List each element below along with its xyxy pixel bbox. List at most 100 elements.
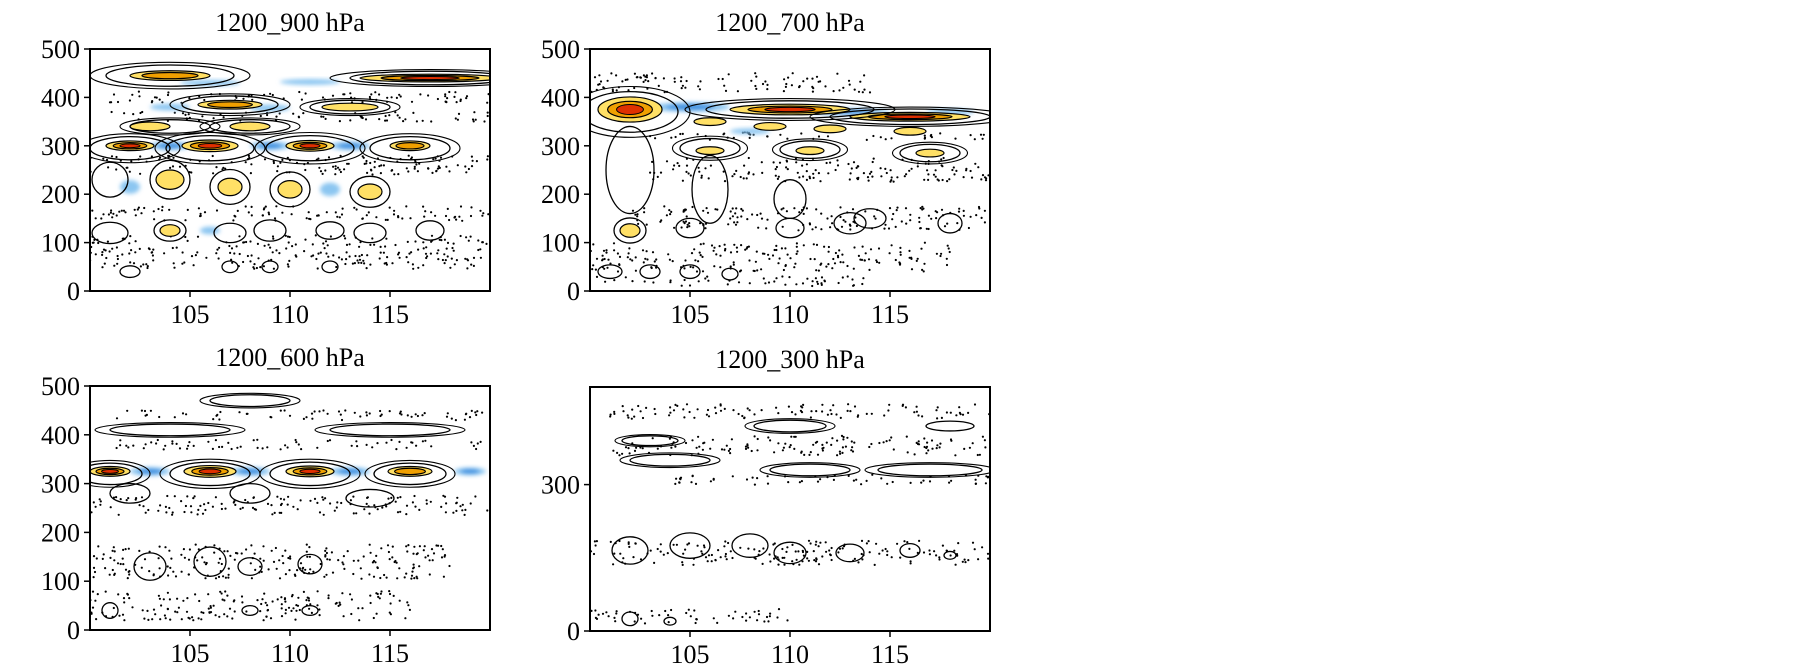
contour-dot (736, 250, 739, 253)
contour-dot (95, 618, 98, 621)
contour-dot (714, 208, 717, 211)
contour-dot (369, 161, 372, 165)
contour-dot (278, 112, 281, 115)
contour-dot (652, 281, 655, 284)
contour-dot (769, 612, 772, 615)
contour-dot (840, 225, 844, 228)
contour-dot (787, 481, 790, 484)
contour-dot (297, 443, 300, 446)
contour-dot (870, 442, 873, 446)
contour-dot (487, 213, 490, 216)
contour-dot (413, 167, 416, 170)
contour-dot (108, 573, 111, 576)
contour-dot (326, 558, 329, 561)
positive-shade (277, 180, 303, 199)
contour-dot (119, 562, 122, 566)
solid-contour (590, 85, 691, 138)
contour-dot (984, 179, 988, 182)
contour-dot (410, 251, 413, 254)
contour-dot (459, 205, 463, 208)
contour-dot (633, 415, 636, 418)
contour-dot (851, 446, 854, 449)
solid-contour (925, 420, 975, 432)
contour-dot (781, 225, 784, 228)
positive-shade (915, 148, 945, 158)
contour-dot (967, 226, 971, 230)
contour-dot (142, 263, 145, 266)
contour-dot (908, 256, 911, 259)
contour-dot (815, 75, 819, 78)
contour-dot (697, 435, 700, 438)
contour-dot (796, 171, 799, 174)
contour-dot (385, 119, 389, 122)
contour-dot (325, 551, 328, 555)
contour-dot (802, 80, 805, 83)
contour-dot (936, 417, 939, 420)
contour-dot (309, 603, 312, 606)
contour-dot (322, 242, 325, 245)
contour-dot (639, 410, 642, 413)
contour-dot (339, 603, 342, 606)
contour-dot (794, 413, 797, 416)
contour-dot (880, 477, 883, 480)
contour-dot (341, 207, 344, 210)
contour-dot (310, 412, 314, 415)
contour-dot (454, 117, 457, 120)
contour-dot (978, 207, 981, 210)
contour-dot (119, 498, 122, 501)
contour-dot (459, 234, 462, 238)
contour-dot (261, 447, 264, 450)
contour-dot (388, 206, 391, 209)
contour-dot (947, 247, 950, 250)
y-tick-label: 300 (541, 471, 580, 500)
contour-dot (697, 166, 700, 169)
contour-dot (440, 556, 444, 559)
contour-dot (252, 496, 255, 499)
contour-dot (469, 214, 473, 218)
dotted-contour-band (91, 205, 490, 222)
contour-dot (814, 543, 817, 546)
contour-dot (800, 480, 804, 483)
contour-dot (109, 556, 112, 560)
contour-dot (746, 407, 749, 410)
contour-dot (870, 412, 873, 415)
contour-dot (794, 550, 797, 553)
contour-dot (92, 501, 95, 504)
contour-dot (343, 234, 346, 237)
contour-dot (180, 500, 183, 503)
contour-dot (789, 444, 792, 447)
contour-dot (890, 179, 893, 182)
contour-dot (784, 283, 787, 286)
contour-dot (863, 74, 866, 77)
contour-dot (601, 258, 604, 261)
contour-dot (927, 178, 930, 181)
contour-dot (701, 255, 704, 258)
contour-dot (969, 169, 972, 173)
contour-dot (949, 411, 952, 414)
contour-dot (766, 482, 770, 485)
contour-dot (653, 260, 656, 263)
contour-dot (186, 447, 189, 450)
contour-dot (719, 556, 722, 559)
contour-dot (813, 258, 816, 261)
contour-dot (790, 411, 794, 414)
contour-dot (118, 614, 121, 617)
contour-dot (141, 110, 144, 114)
contour-dot (711, 438, 715, 441)
contour-dot (272, 267, 275, 270)
contour-dot (483, 120, 486, 123)
contour-dot (603, 267, 606, 270)
contour-dot (684, 441, 688, 445)
y-tick-label: 0 (67, 616, 80, 645)
contour-dot (199, 504, 202, 507)
contour-dot (723, 243, 726, 246)
contour-dot (259, 114, 262, 118)
contour-dot (674, 445, 677, 448)
solid-contour (199, 392, 301, 409)
contour-dot (851, 278, 854, 281)
contour-dot (842, 261, 845, 264)
contour-dot (720, 448, 724, 451)
contour-dot (186, 495, 189, 498)
contour-dot (407, 261, 410, 264)
contour-dot (723, 448, 726, 451)
